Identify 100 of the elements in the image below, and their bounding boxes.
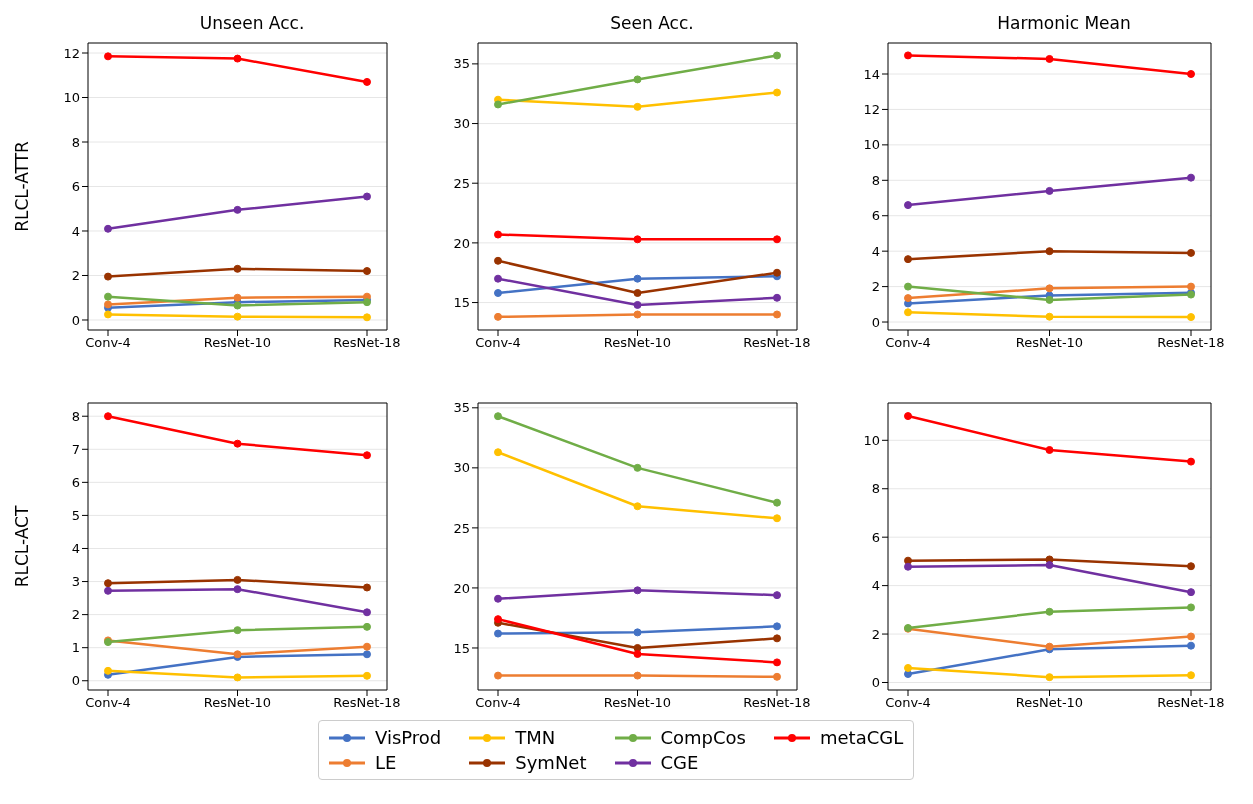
- point: [1187, 457, 1195, 466]
- point: [104, 224, 112, 233]
- y-tick-label: 0: [71, 673, 80, 689]
- point: [363, 77, 371, 86]
- y-axis-title: RLCL-ACT: [12, 505, 33, 588]
- x-tick-label: ResNet-10: [603, 335, 672, 351]
- point: [773, 622, 781, 631]
- y-tick-label: 6: [871, 529, 880, 545]
- point: [773, 235, 781, 244]
- y-tick-label: 10: [63, 90, 80, 106]
- y-tick-label: 10: [863, 137, 880, 153]
- point: [904, 412, 912, 421]
- x-tick-label: ResNet-10: [203, 335, 272, 351]
- point: [773, 634, 781, 643]
- point: [904, 556, 912, 565]
- point: [233, 585, 242, 594]
- legend-label: metaCGL: [820, 727, 904, 748]
- point: [1045, 284, 1054, 293]
- point: [104, 52, 112, 61]
- x-tick-label: ResNet-18: [743, 335, 811, 351]
- point: [904, 663, 912, 672]
- point: [633, 274, 642, 283]
- point: [363, 642, 371, 651]
- point: [494, 671, 502, 680]
- point: [773, 88, 781, 97]
- legend-label: CGE: [660, 752, 699, 773]
- point: [363, 671, 371, 680]
- y-tick-label: 30: [453, 460, 470, 476]
- point: [1045, 295, 1054, 304]
- point: [633, 628, 642, 637]
- y-tick-label: 20: [453, 580, 470, 596]
- point: [363, 583, 371, 592]
- point: [1045, 607, 1054, 616]
- y-tick-label: 12: [63, 45, 80, 61]
- point: [104, 579, 112, 588]
- point: [363, 267, 371, 276]
- point: [633, 463, 642, 472]
- point: [773, 268, 781, 277]
- legend-label: VisProd: [375, 727, 442, 748]
- legend-label: SymNet: [515, 752, 587, 773]
- x-tick-label: Conv-4: [475, 695, 521, 711]
- x-tick-label: ResNet-10: [203, 695, 272, 711]
- y-tick-label: 0: [71, 312, 80, 328]
- legend-label: TMN: [515, 727, 556, 748]
- legend-label: CompCos: [660, 727, 746, 748]
- point: [904, 670, 912, 679]
- x-tick-label: ResNet-10: [1015, 695, 1084, 711]
- point: [633, 235, 642, 244]
- point: [633, 643, 642, 652]
- point: [1045, 247, 1054, 256]
- y-tick-label: 4: [871, 578, 880, 594]
- point: [904, 562, 912, 571]
- point: [1187, 632, 1195, 641]
- x-tick-label: ResNet-18: [743, 695, 811, 711]
- chart-title: Unseen Acc.: [199, 13, 305, 33]
- point: [633, 502, 642, 511]
- y-tick-label: 7: [71, 441, 80, 457]
- y-tick-label: 8: [71, 134, 80, 150]
- point: [773, 498, 781, 507]
- y-tick-label: 0: [871, 675, 880, 691]
- point: [494, 629, 502, 638]
- y-tick-label: 12: [863, 102, 880, 118]
- point: [233, 205, 242, 214]
- point: [633, 649, 642, 658]
- point: [1187, 641, 1195, 650]
- point: [363, 622, 371, 631]
- point: [104, 292, 112, 301]
- y-tick-label: 15: [453, 295, 470, 311]
- y-tick-label: 4: [71, 541, 80, 557]
- point: [633, 671, 642, 680]
- point: [363, 608, 371, 617]
- point: [233, 264, 242, 273]
- point: [773, 310, 781, 319]
- point: [494, 230, 502, 239]
- chart-title: Harmonic Mean: [997, 13, 1131, 33]
- point: [1187, 282, 1195, 291]
- x-tick-label: Conv-4: [85, 695, 131, 711]
- point: [633, 289, 642, 298]
- y-tick-label: 2: [71, 607, 80, 623]
- point: [904, 308, 912, 317]
- x-tick-label: ResNet-18: [1157, 335, 1225, 351]
- y-tick-label: 6: [71, 474, 80, 490]
- y-tick-label: 4: [871, 243, 880, 259]
- y-tick-label: 8: [871, 481, 880, 497]
- y-tick-label: 14: [863, 66, 880, 82]
- y-tick-label: 2: [871, 279, 880, 295]
- y-tick-label: 20: [453, 235, 470, 251]
- x-tick-label: Conv-4: [475, 335, 521, 351]
- point: [233, 312, 242, 321]
- point: [1187, 313, 1195, 322]
- point: [633, 586, 642, 595]
- point: [494, 274, 502, 283]
- point: [773, 591, 781, 600]
- point: [1045, 312, 1054, 321]
- y-tick-label: 5: [71, 508, 80, 524]
- y-tick-label: 25: [453, 520, 470, 536]
- y-tick-label: 6: [871, 208, 880, 224]
- point: [773, 658, 781, 667]
- y-tick-label: 30: [453, 116, 470, 132]
- y-tick-label: 2: [871, 626, 880, 642]
